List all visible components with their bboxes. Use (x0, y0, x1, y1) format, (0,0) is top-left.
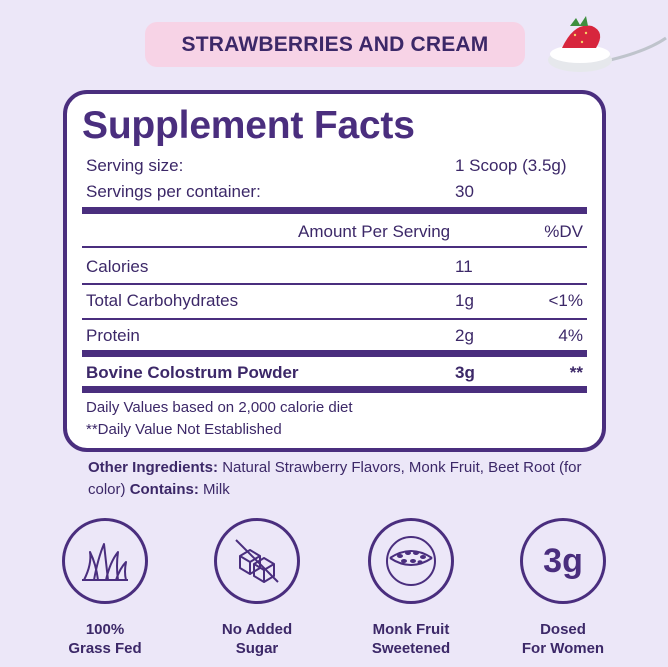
flavor-banner: STRAWBERRIES AND CREAM (145, 22, 525, 67)
monk-fruit-icon (386, 536, 436, 586)
dose-icon: 3g (543, 541, 583, 580)
badge-caption: No Added Sugar (197, 620, 317, 658)
other-ingredients-value: Natural Strawberry Flavors, Monk Fruit, … (88, 459, 582, 498)
thick-divider (82, 350, 587, 357)
contains-label: Contains: (129, 481, 199, 498)
badge-line-2: Grass Fed (68, 640, 142, 657)
badge-line-1: Monk Fruit (372, 621, 450, 638)
nutrient-label: Bovine Colostrum Powder (86, 363, 299, 382)
badge-grass-fed: 100% Grass Fed (45, 518, 165, 658)
contains-value: Milk (203, 481, 230, 498)
thick-divider (82, 386, 587, 393)
divider (82, 318, 587, 320)
badge-line-1: 100% (85, 621, 125, 638)
badge-circle (214, 518, 300, 604)
supplement-facts-panel: Supplement Facts Serving size: 1 Scoop (… (63, 90, 606, 452)
badge-caption: Monk Fruit Sweetened (351, 620, 471, 658)
badge-line-2: For Women (521, 640, 605, 657)
strawberry-spoon-image (548, 16, 667, 72)
badge-line-1: No Added (221, 621, 293, 638)
badge-caption: 100% Grass Fed (45, 620, 165, 658)
badge-line-1: Dosed (540, 621, 586, 638)
badge-dosed-for-women: 3g Dosed For Women (503, 518, 623, 658)
dv-header: %DV (544, 222, 583, 241)
sugar-cube-icon (235, 539, 279, 583)
nutrient-amount: 2g (455, 326, 474, 345)
nutrient-dv: <1% (548, 291, 584, 310)
thick-divider (82, 207, 587, 214)
amount-header: Amount Per Serving (298, 222, 451, 241)
nutrient-dv: 4% (558, 326, 583, 345)
badge-caption: Dosed For Women (503, 620, 623, 658)
serving-size-value: 1 Scoop (3.5g) (455, 156, 567, 175)
badge-no-added-sugar: No Added Sugar (197, 518, 317, 658)
flavor-label: STRAWBERRIES AND CREAM (181, 32, 489, 56)
serving-size-label: Serving size: (86, 156, 184, 175)
badge-monk-fruit: Monk Fruit Sweetened (351, 518, 471, 658)
nutrient-amount: 3g (455, 363, 475, 382)
nutrient-label: Protein (86, 326, 140, 345)
ingredients-text: Other Ingredients: Natural Strawberry Fl… (88, 457, 598, 501)
nutrient-amount: 1g (455, 291, 474, 310)
badge-circle: 3g (520, 518, 606, 604)
nutrient-dv: ** (569, 363, 583, 382)
badge-circle (62, 518, 148, 604)
other-ingredients-label: Other Ingredients: (88, 459, 219, 476)
servings-label: Servings per container: (86, 182, 261, 201)
divider (82, 283, 587, 285)
nutrient-amount: 11 (455, 257, 473, 276)
badge-circle (368, 518, 454, 604)
grass-icon (82, 543, 128, 581)
footnote-daily-values: Daily Values based on 2,000 calorie diet (86, 399, 353, 416)
nutrient-label: Calories (86, 257, 149, 276)
badge-line-2: Sugar (235, 640, 279, 657)
facts-title: Supplement Facts (82, 104, 415, 147)
divider (82, 246, 587, 248)
badge-line-2: Sweetened (371, 640, 451, 657)
servings-value: 30 (455, 182, 474, 201)
nutrient-label: Total Carbohydrates (86, 291, 239, 310)
footnote-not-established: **Daily Value Not Established (86, 421, 282, 438)
